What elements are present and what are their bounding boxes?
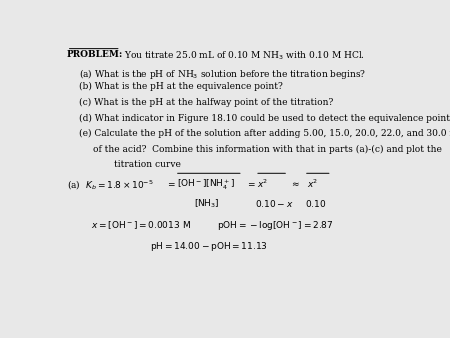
Text: $=$: $=$ xyxy=(246,179,256,188)
Text: $[\mathrm{OH}^-][\mathrm{NH}_4^+]$: $[\mathrm{OH}^-][\mathrm{NH}_4^+]$ xyxy=(176,178,235,192)
Text: (a)  $K_b = 1.8 \times 10^{-5}$: (a) $K_b = 1.8 \times 10^{-5}$ xyxy=(67,179,153,192)
Text: titration curve: titration curve xyxy=(114,160,180,169)
Text: PROBLEM:: PROBLEM: xyxy=(67,50,123,59)
Text: $\mathrm{pH} = 14.00 - \mathrm{pOH} = 11.13$: $\mathrm{pH} = 14.00 - \mathrm{pOH} = 11… xyxy=(150,240,268,253)
Text: $=$: $=$ xyxy=(166,179,176,188)
Text: $x^2$: $x^2$ xyxy=(306,178,318,190)
Text: (e) Calculate the pH of the solution after adding 5.00, 15.0, 20.0, 22.0, and 30: (e) Calculate the pH of the solution aft… xyxy=(79,129,450,138)
Text: (d) What indicator in Figure 18.10 could be used to detect the equivalence point: (d) What indicator in Figure 18.10 could… xyxy=(79,114,450,123)
Text: $x = [\mathrm{OH}^-] = 0.0013\ \mathrm{M}$: $x = [\mathrm{OH}^-] = 0.0013\ \mathrm{M… xyxy=(91,219,191,231)
Text: of the acid?  Combine this information with that in parts (a)-(c) and plot the: of the acid? Combine this information wi… xyxy=(93,145,442,154)
Text: (a) What is the pH of NH$_3$ solution before the titration begins?: (a) What is the pH of NH$_3$ solution be… xyxy=(79,67,366,80)
Text: (b) What is the pH at the equivalence point?: (b) What is the pH at the equivalence po… xyxy=(79,82,283,91)
Text: You titrate 25.0 mL of 0.10 M NH$_3$ with 0.10 M HCl.: You titrate 25.0 mL of 0.10 M NH$_3$ wit… xyxy=(124,50,365,62)
Text: $0.10-x$: $0.10-x$ xyxy=(255,198,293,209)
Text: $\mathrm{pOH} = -\mathrm{log}[\mathrm{OH}^-] = 2.87$: $\mathrm{pOH} = -\mathrm{log}[\mathrm{OH… xyxy=(217,219,333,232)
Text: $[\mathrm{NH}_3]$: $[\mathrm{NH}_3]$ xyxy=(194,198,220,210)
Text: (c) What is the pH at the halfway point of the titration?: (c) What is the pH at the halfway point … xyxy=(79,98,333,107)
Text: $\approx$: $\approx$ xyxy=(290,179,300,188)
Text: $0.10$: $0.10$ xyxy=(305,198,326,209)
Text: $x^2$: $x^2$ xyxy=(257,178,269,190)
